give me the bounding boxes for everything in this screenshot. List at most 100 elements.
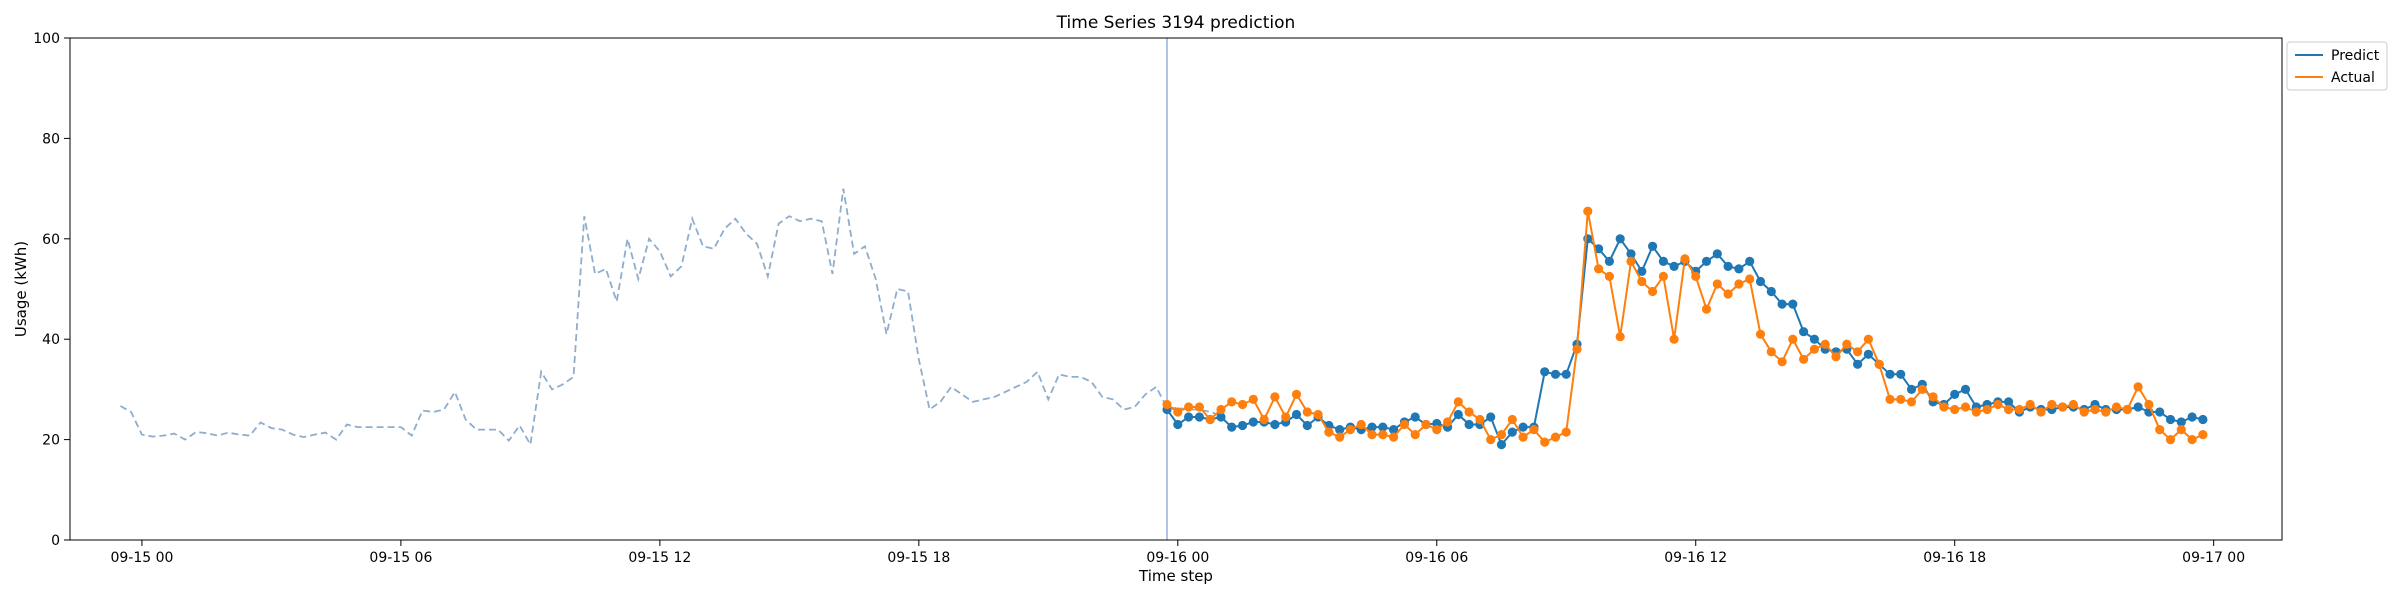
data-point-actual — [1766, 347, 1776, 357]
data-point-actual — [1604, 271, 1614, 281]
data-point-actual — [2004, 404, 2014, 415]
plot-area — [119, 38, 2208, 540]
data-point-actual — [1831, 352, 1841, 362]
data-point-predict — [1248, 417, 1258, 427]
y-tick-label: 0 — [51, 533, 60, 549]
data-point-actual — [1993, 399, 2003, 410]
data-point-actual — [1281, 412, 1291, 422]
data-point-actual — [1453, 397, 1463, 407]
data-point-predict — [1615, 234, 1625, 244]
data-point-predict — [1701, 256, 1712, 266]
data-point-actual — [1648, 286, 1658, 297]
data-point-actual — [1335, 432, 1345, 442]
data-point-actual — [1561, 427, 1571, 437]
data-point-actual — [2122, 404, 2132, 415]
data-point-actual — [1389, 432, 1399, 442]
data-point-actual — [2187, 435, 2197, 445]
data-point-predict — [2155, 407, 2165, 417]
data-point-predict — [1604, 256, 1614, 266]
data-point-actual — [2198, 430, 2208, 440]
legend-entry-actual: Actual — [2295, 70, 2375, 86]
data-point-actual — [1745, 274, 1755, 284]
data-point-predict — [1885, 369, 1895, 379]
data-point-actual — [1853, 347, 1863, 357]
series-line-history — [119, 188, 1222, 448]
data-point-actual — [1917, 384, 1927, 394]
data-point-predict — [1723, 261, 1733, 271]
data-point-actual — [1540, 437, 1550, 447]
x-tick-label: 09-15 12 — [628, 550, 691, 566]
data-point-predict — [1453, 409, 1463, 420]
data-point-actual — [1885, 394, 1895, 404]
x-tick-label: 09-15 18 — [887, 550, 950, 566]
data-point-predict — [1734, 264, 1744, 274]
plot-frame — [69, 37, 2283, 541]
data-point-actual — [1496, 430, 1507, 440]
data-point-actual — [1227, 397, 1237, 407]
data-point-predict — [1950, 389, 1960, 399]
data-point-actual — [1626, 256, 1636, 266]
data-point-predict — [1270, 419, 1280, 430]
data-point-actual — [1173, 407, 1183, 417]
data-point-actual — [1755, 329, 1766, 339]
data-point-actual — [1367, 430, 1377, 440]
data-point-actual — [1680, 254, 1690, 264]
data-point-predict — [1389, 425, 1399, 435]
data-point-actual — [2155, 425, 2165, 435]
data-point-predict — [1799, 327, 1809, 337]
data-point-actual — [2047, 399, 2057, 410]
x-tick-label: 09-16 06 — [1405, 550, 1468, 566]
y-tick-label: 80 — [42, 131, 60, 147]
data-point-actual — [1216, 404, 1226, 415]
data-point-predict — [1960, 384, 1971, 394]
x-tick-label: 09-15 00 — [110, 550, 173, 566]
series-line-actual — [1166, 211, 2204, 444]
legend-label-actual: Actual — [2331, 70, 2375, 86]
data-point-predict — [2187, 412, 2197, 422]
data-point-actual — [1874, 359, 1884, 369]
data-point-actual — [2014, 404, 2024, 415]
chart-title: Time Series 3194 prediction — [1056, 13, 1296, 33]
data-point-actual — [1410, 430, 1420, 440]
data-point-actual — [2036, 407, 2046, 417]
data-point-actual — [2068, 399, 2078, 410]
data-point-actual — [1939, 402, 1949, 412]
data-point-actual — [2111, 402, 2122, 412]
data-point-actual — [2133, 382, 2143, 392]
data-point-actual — [1863, 334, 1873, 344]
data-point-predict — [1766, 286, 1776, 297]
data-point-actual — [1518, 432, 1528, 442]
data-point-actual — [1788, 334, 1798, 344]
data-point-actual — [1960, 402, 1971, 412]
x-tick-label: 09-17 00 — [2182, 550, 2245, 566]
data-point-predict — [1648, 241, 1658, 251]
data-point-actual — [1184, 402, 1194, 412]
data-point-predict — [1896, 369, 1906, 379]
data-point-predict — [1464, 419, 1474, 430]
data-point-predict — [1227, 422, 1237, 432]
legend-label-predict: Predict — [2331, 48, 2380, 64]
data-point-predict — [1496, 440, 1507, 450]
data-point-actual — [1507, 414, 1517, 425]
x-axis-label: Time step — [1138, 567, 1213, 585]
data-point-actual — [1734, 279, 1744, 289]
x-tick-label: 09-15 06 — [369, 550, 432, 566]
data-point-actual — [1399, 419, 1409, 430]
data-point-predict — [1486, 412, 1496, 422]
data-point-actual — [1971, 407, 1981, 417]
y-tick-label: 40 — [42, 332, 60, 348]
x-tick-label: 09-16 00 — [1146, 550, 1209, 566]
data-point-predict — [1335, 425, 1345, 435]
y-tick-label: 60 — [42, 232, 60, 248]
data-point-predict — [2165, 414, 2176, 425]
data-point-predict — [1755, 276, 1766, 287]
y-axis-label: Usage (kWh) — [12, 241, 30, 337]
data-point-predict — [1540, 367, 1550, 377]
data-point-actual — [1486, 435, 1496, 445]
data-point-actual — [1324, 427, 1334, 437]
data-point-predict — [1561, 369, 1571, 379]
legend: Predict Actual — [2286, 41, 2388, 91]
data-point-actual — [1443, 417, 1453, 427]
